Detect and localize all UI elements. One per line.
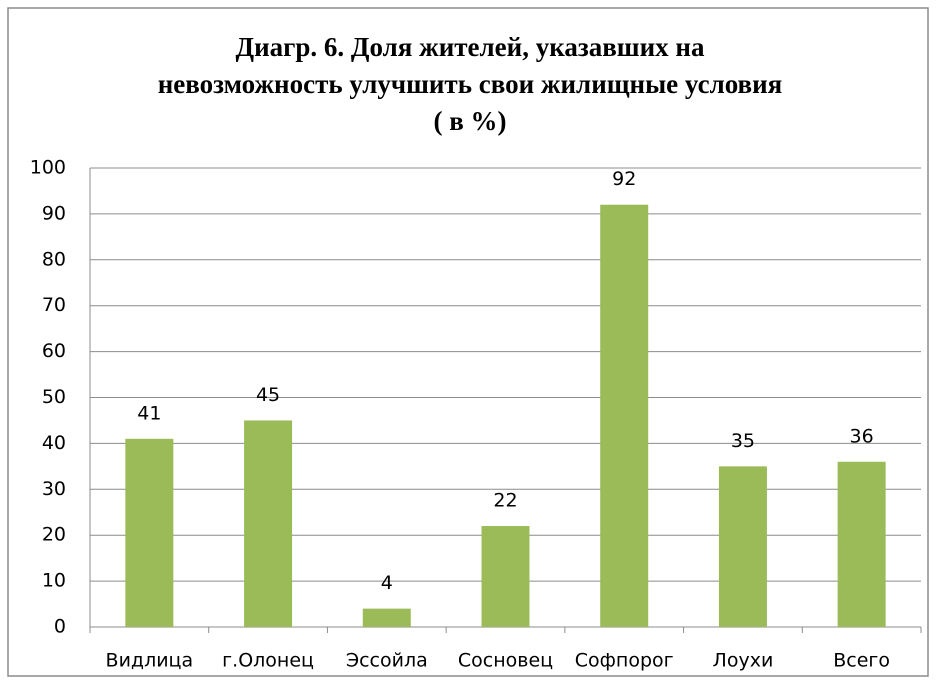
chart-title: ( в %) — [433, 106, 506, 136]
bar — [362, 608, 411, 627]
x-tick-label: Видлица — [106, 650, 194, 672]
data-label: 22 — [493, 490, 517, 512]
bar — [600, 204, 649, 627]
y-tick-label: 80 — [42, 248, 66, 270]
x-tick-label: Всего — [833, 650, 890, 672]
bar — [837, 461, 886, 627]
x-tick-label: Эссойла — [346, 650, 428, 672]
y-tick-label: 90 — [42, 202, 66, 224]
data-label: 41 — [137, 402, 161, 424]
data-label: 4 — [381, 572, 393, 594]
bar — [244, 420, 293, 627]
x-tick-label: г.Олонец — [222, 650, 314, 672]
bar — [125, 438, 174, 627]
y-tick-label: 70 — [42, 294, 66, 316]
chart-title: Диагр. 6. Доля жителей, указавших на — [236, 32, 705, 62]
x-tick-label: Софпорог — [575, 650, 674, 672]
data-label: 35 — [731, 430, 755, 452]
y-tick-label: 30 — [42, 478, 66, 500]
y-tick-label: 100 — [30, 157, 66, 179]
y-tick-label: 40 — [42, 432, 66, 454]
y-tick-label: 20 — [42, 524, 66, 546]
data-label: 92 — [612, 168, 636, 190]
chart-title: невозможность улучшить свои жилищные усл… — [158, 69, 783, 99]
x-tick-label: Сосновец — [458, 650, 553, 672]
y-tick-label: 60 — [42, 340, 66, 362]
y-tick-label: 0 — [54, 616, 66, 638]
y-tick-label: 50 — [42, 386, 66, 408]
x-tick-label: Лоухи — [713, 650, 774, 672]
bar — [718, 466, 767, 627]
bar — [481, 526, 530, 627]
data-label: 36 — [850, 425, 874, 447]
y-tick-label: 10 — [42, 570, 66, 592]
data-label: 45 — [256, 384, 280, 406]
